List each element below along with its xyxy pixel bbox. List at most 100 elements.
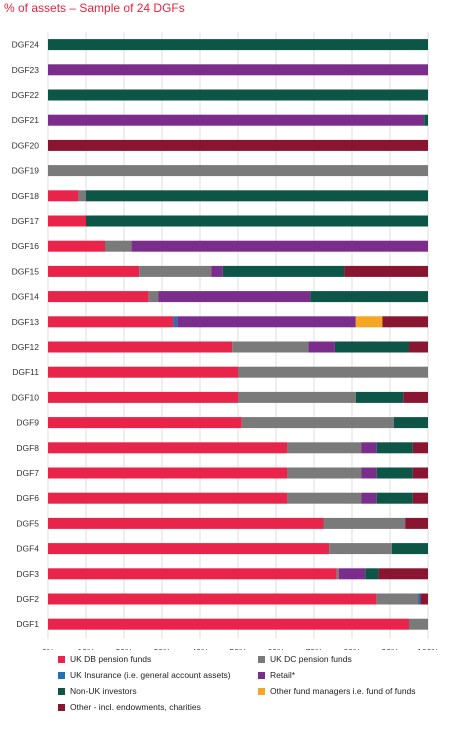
bar-segment [376,593,419,605]
bar-segment [409,618,428,630]
chart-title: % of assets – Sample of 24 DGFs [4,1,185,15]
bar-segment [355,391,404,403]
category-label: DGF10 [12,392,40,402]
legend-item: UK DC pension funds [258,654,352,664]
legend-swatch [258,655,265,663]
legend-item: UK DB pension funds [58,654,151,664]
bar-segment [355,316,383,328]
bar-segment [418,593,421,605]
category-label: DGF6 [16,493,39,503]
legend-swatch [58,687,65,695]
bar-segment [48,593,377,605]
bar-segment [391,543,428,555]
bar-segment [48,165,428,177]
legend-item: UK Insurance (i.e. general account asset… [58,670,231,680]
x-tick-label: 30% [153,647,170,650]
bar-segment [139,265,212,277]
bar-segment [412,467,428,479]
bar-segment [310,291,428,303]
bar-segment [48,517,324,529]
bar-segment [158,291,311,303]
category-label: DGF17 [12,216,40,226]
bar-segment [86,190,428,202]
bar-segment [48,442,288,454]
category-label: DGF3 [16,569,39,579]
bars [48,39,428,630]
x-tick-label: 60% [267,647,284,650]
bar-segment [232,341,309,353]
legend-item: Non-UK investors [58,686,137,696]
legend-item: Other - incl. endowments, charities [58,702,201,712]
category-label: DGF11 [12,367,39,377]
bar-segment [48,366,238,378]
category-label: DGF7 [16,468,39,478]
bar-segment [420,593,428,605]
bar-segment [287,467,362,479]
x-tick-label: 100% [417,647,439,650]
category-label: DGF4 [16,544,39,554]
bar-segment [409,341,428,353]
bar-segment [48,64,428,76]
bar-segment [48,240,105,252]
x-tick-labels: 0% 10% 20% 30% 40% 50% 60% 70% 80% 90% 100% [42,647,439,650]
bar-segment [48,391,238,403]
bar-segment [78,190,86,202]
bar-segment [48,190,79,202]
bar-segment [405,517,428,529]
bar-segment [287,492,362,504]
legend-label: UK DB pension funds [70,654,152,664]
category-label: DGF16 [12,241,40,251]
legend-label: UK DC pension funds [270,654,352,664]
category-label: DGF23 [12,65,40,75]
bar-segment [361,492,377,504]
bar-segment [308,341,335,353]
bar-segment [48,492,288,504]
bar-segment [48,89,428,101]
bar-segment [412,492,428,504]
bar-segment [323,517,406,529]
legend-swatch [58,655,65,663]
bar-segment [48,291,149,303]
x-tick-label: 10% [77,647,94,650]
bar-segment [393,417,428,429]
bar-segment [365,568,379,580]
category-label: DGF19 [12,166,40,176]
category-label: DGF20 [12,140,40,150]
stacked-bar-chart: DGF24DGF23DGF22DGF21DGF20DGF19DGF18DGF17… [12,32,439,650]
bar-segment [148,291,159,303]
bar-segment [361,442,377,454]
bar-segment [48,39,428,51]
category-label: DGF14 [12,292,40,302]
bar-segment [376,467,413,479]
bar-segment [173,316,178,328]
bar-segment [329,543,392,555]
x-tick-label: 50% [229,647,246,650]
category-label: DGF9 [16,418,39,428]
bar-segment [344,265,428,277]
bar-segment [376,492,413,504]
legend-label: Other fund managers i.e. fund of funds [270,686,416,696]
legend-item: Retail* [258,670,295,680]
bar-segment [48,114,425,126]
category-labels: DGF24 DGF23 DGF22 DGF21 DGF20 DGF19 DGF18 DGF17… [12,40,40,630]
bar-segment [222,265,345,277]
bar-segment [48,543,330,555]
bar-segment [238,391,356,403]
category-label: DGF21 [12,115,40,125]
legend-label: Non-UK investors [70,686,137,696]
x-tick-label: 40% [191,647,208,650]
bar-segment [177,316,356,328]
legend-label: UK Insurance (i.e. general account asset… [70,670,231,680]
x-tick-label: 20% [115,647,132,650]
bar-segment [105,240,132,252]
x-tick-label: 70% [305,647,322,650]
bar-segment [376,442,413,454]
bar-segment [287,442,362,454]
legend-swatch [58,671,65,679]
category-label: DGF2 [16,594,39,604]
legend-swatch [258,687,265,695]
category-label: DGF8 [16,443,39,453]
bar-segment [48,265,140,277]
legend-item: Other fund managers i.e. fund of funds [258,686,416,696]
legend-swatch [58,703,65,711]
